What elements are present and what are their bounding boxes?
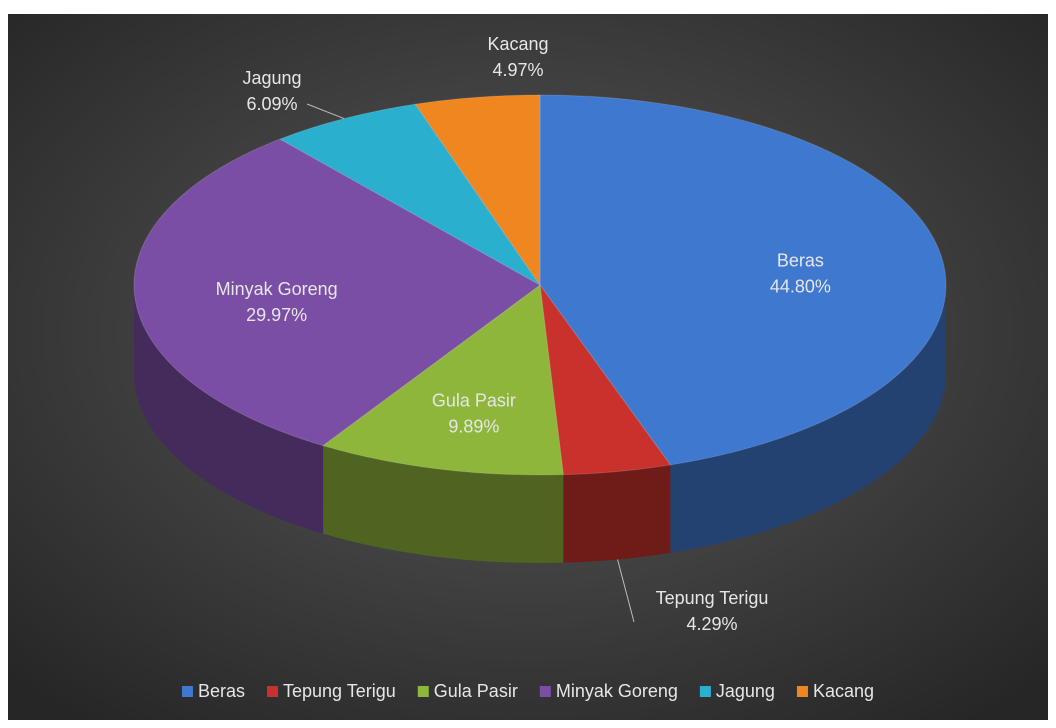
data-label-name: Gula Pasir [432, 390, 516, 410]
legend-swatch [699, 686, 711, 697]
legend-label: Jagung [716, 681, 775, 701]
slice [539, 284, 672, 476]
slice-side [563, 464, 671, 563]
slice [539, 94, 947, 466]
data-label-name: Kacang [487, 34, 548, 54]
data-label: 9.89% [448, 416, 499, 436]
legend-label: Gula Pasir [434, 681, 518, 701]
slice-side [323, 445, 564, 563]
slice-side [670, 285, 946, 553]
slice [133, 138, 541, 447]
legend-swatch [181, 686, 193, 697]
slice [414, 94, 541, 287]
legend-swatch [267, 686, 279, 697]
legend-label: Kacang [813, 681, 874, 701]
data-label-name: Minyak Goreng [216, 279, 338, 299]
legend-swatch [796, 686, 808, 697]
slice [321, 284, 564, 476]
data-label: 6.09% [246, 94, 297, 114]
legend-swatch [417, 686, 429, 697]
data-label-name: Jagung [242, 68, 301, 88]
data-label: 4.29% [686, 614, 737, 634]
data-label-name: Beras [777, 251, 824, 271]
legend-label: Minyak Goreng [556, 681, 678, 701]
legend-label: Beras [198, 681, 245, 701]
data-label: 4.97% [492, 60, 543, 80]
leader-line [617, 559, 635, 623]
legend-label: Tepung Terigu [283, 681, 396, 701]
leader-line [306, 103, 345, 120]
data-label-name: Tepung Terigu [656, 588, 769, 608]
data-label: 44.80% [770, 277, 831, 297]
slice-side [134, 285, 324, 534]
legend-swatch [539, 686, 551, 697]
legend: Beras Tepung Terigu Gula Pasir Minyak Goren… [181, 681, 874, 701]
data-label: 29.97% [246, 305, 307, 325]
